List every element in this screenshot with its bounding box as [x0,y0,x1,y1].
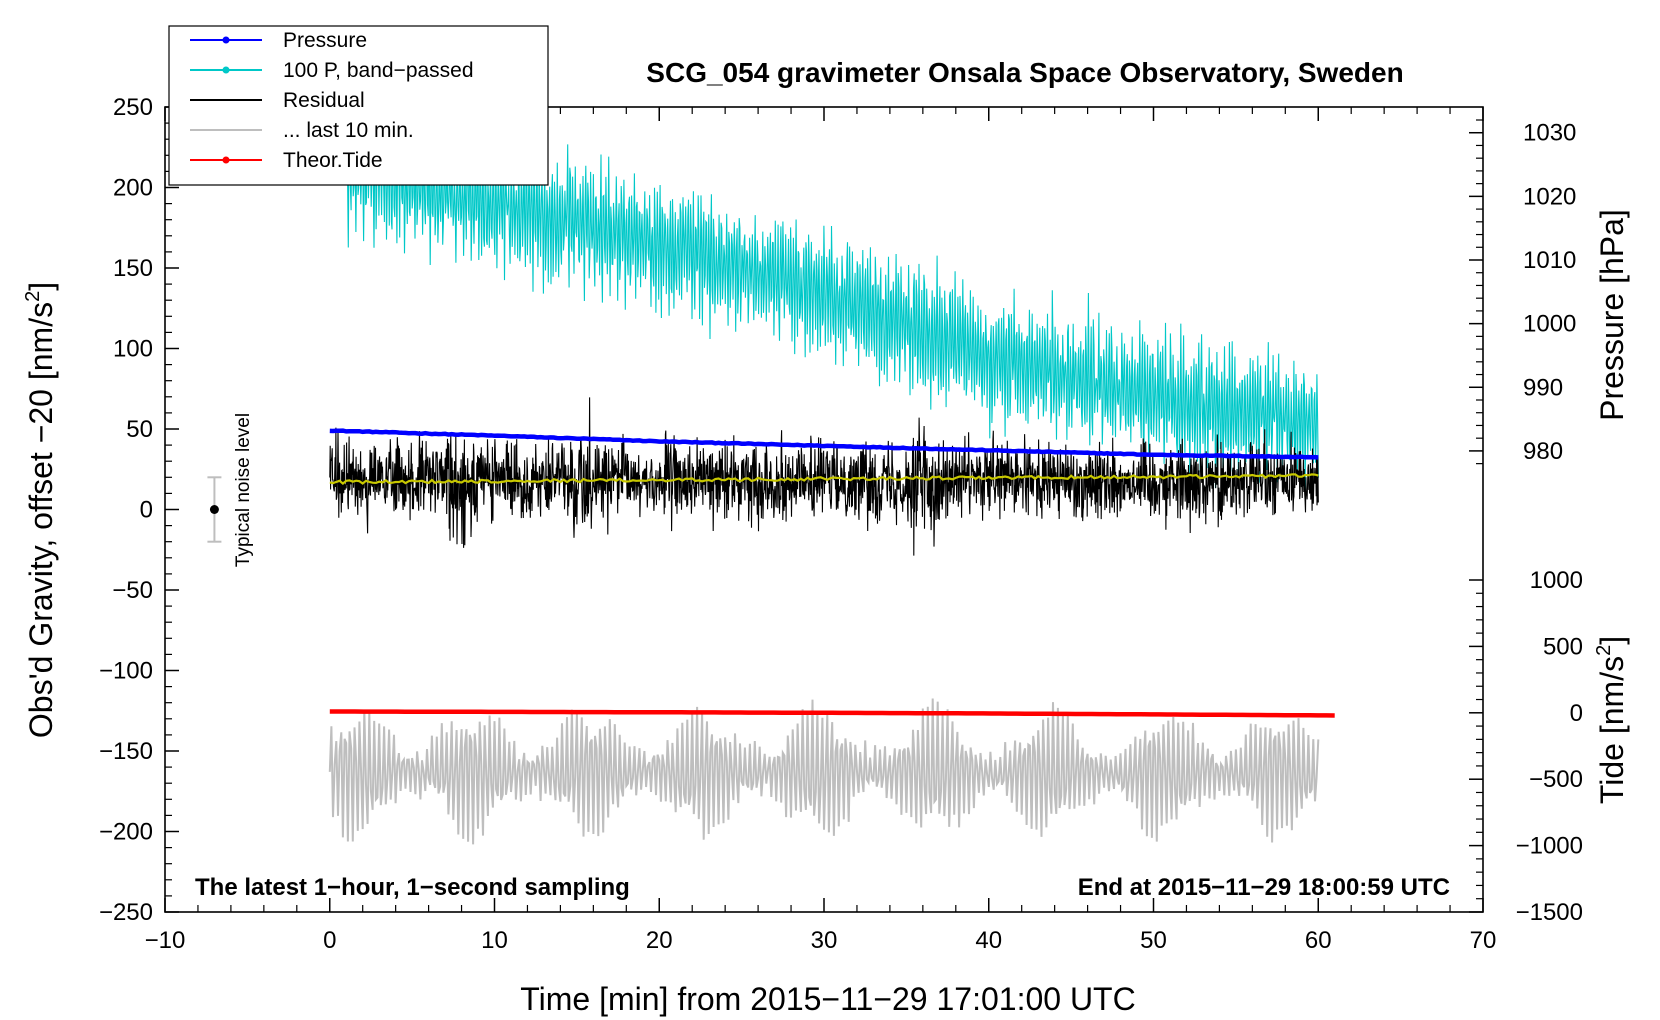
x-axis-label: Time [min] from 2015−11−29 17:01:00 UTC [520,981,1135,1017]
note-sampling: The latest 1−hour, 1−second sampling [195,874,630,901]
y-axis-label-tide: Tide [nm/s2] [1593,636,1630,804]
y-tick-label: 0 [140,497,153,524]
y-tick-label: 50 [126,416,153,443]
noise-indicator: Typical noise level [207,413,254,567]
pressure-tick-label: 1020 [1523,183,1576,210]
y-axis-pressure: 980 990 1000 1010 1020 1030 [1469,119,1576,465]
legend-items: Pressure 100 P, band−passed Residual ... la… [190,29,474,172]
tide-tick-label: −500 [1529,766,1583,793]
tide-tick-label: 500 [1543,633,1583,660]
chart-title: SCG_054 gravimeter Onsala Space Observat… [646,57,1403,88]
pressure-tick-label: 990 [1523,374,1563,401]
x-tick-label: 40 [975,927,1002,954]
legend-label: ... last 10 min. [283,119,414,142]
y-tick-label: 250 [113,94,153,121]
legend-label: 100 P, band−passed [283,59,474,82]
x-tick-label: 50 [1140,927,1167,954]
pressure-tick-label: 980 [1523,438,1563,465]
x-tick-label: 20 [646,927,673,954]
tide-tick-label: 0 [1570,700,1583,727]
x-tick-label: 10 [481,927,508,954]
y-axis-label-pressure: Pressure [hPa] [1594,209,1630,421]
series-bandpassed-pressure [345,107,1319,493]
x-tick-label: −10 [145,927,186,954]
legend-box [168,25,549,186]
y-tick-label: −250 [99,899,153,926]
x-tick-label: 0 [323,927,336,954]
y-tick-label: 100 [113,336,153,363]
noise-label: Typical noise level [233,413,254,567]
note-end-time: End at 2015−11−29 18:00:59 UTC [1078,874,1450,901]
series-residual-mean [329,473,1319,486]
legend: Pressure 100 P, band−passed Residual ... la… [168,25,549,186]
y-tick-label: −150 [99,738,153,765]
x-tick-label: 30 [811,927,838,954]
legend-label: Pressure [283,29,367,52]
x-tick-label: 70 [1470,927,1497,954]
legend-marker [222,156,230,164]
y-tick-label: 200 [113,175,153,202]
series-pressure [329,428,1319,460]
series-layer [328,107,1335,845]
legend-marker [222,36,230,44]
y-tick-label: −100 [99,658,153,685]
pressure-tick-label: 1030 [1523,120,1576,147]
legend-marker [222,66,230,74]
y-tick-label: 150 [113,255,153,282]
y-tick-label: −200 [99,819,153,846]
y-axis-tide: −1500 −1000 −500 0 500 1000 [1469,567,1583,926]
x-tick-label: 60 [1305,927,1332,954]
legend-label: Theor.Tide [283,149,383,172]
legend-label: Residual [283,89,365,112]
tide-tick-label: 1000 [1530,567,1583,594]
tide-tick-label: −1000 [1516,833,1583,860]
noise-center-dot [209,505,219,514]
y-tick-label: −50 [112,577,153,604]
tide-tick-label: −1500 [1516,899,1583,926]
pressure-tick-label: 1000 [1523,311,1576,338]
series-theoretical-tide [329,709,1335,718]
series-last-10-min [328,698,1320,845]
x-axis: −10 0 10 20 30 40 50 60 70 [145,107,1497,954]
y-axis-left: −250 −200 −150 −100 −50 0 50 100 150 200 250 [99,94,179,926]
pressure-tick-label: 1010 [1523,247,1576,274]
y-axis-label-left: Obs'd Gravity, offset −20 [nm/s2] [22,282,59,738]
